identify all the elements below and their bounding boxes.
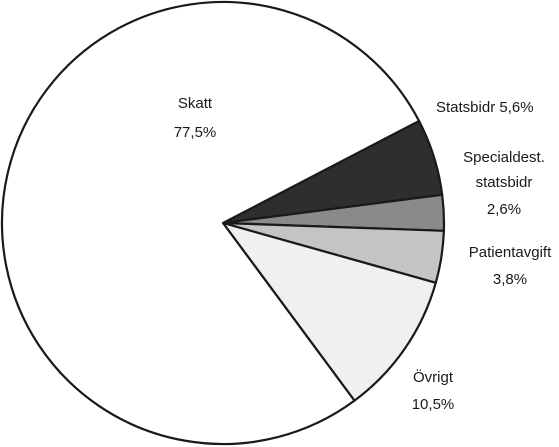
pie-slice-skatt — [0, 0, 421, 446]
label-statsbidr: Statsbidr 5,6% — [436, 99, 534, 116]
label-specialdest-line2: statsbidr — [476, 174, 533, 191]
label-specialdest-value: 2,6% — [487, 201, 521, 218]
label-patientavgift-value: 3,8% — [493, 271, 527, 288]
pie-slices — [0, 0, 446, 446]
label-patientavgift-name: Patientavgift — [469, 244, 552, 261]
label-skatt-name: Skatt — [178, 95, 213, 112]
pie-slice-övrigt — [221, 221, 437, 402]
label-specialdest-line1: Specialdest. — [463, 149, 545, 166]
label-skatt-value: 77,5% — [174, 124, 217, 141]
label-ovrigt-value: 10,5% — [412, 396, 455, 413]
label-ovrigt-name: Övrigt — [413, 368, 454, 386]
